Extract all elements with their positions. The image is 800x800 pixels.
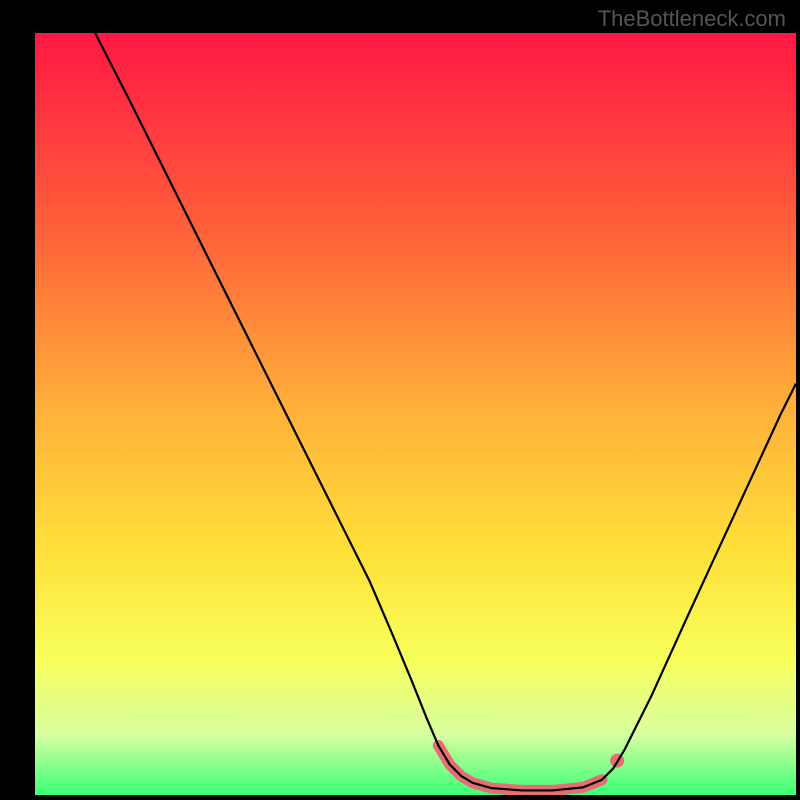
watermark-text: TheBottleneck.com — [598, 6, 786, 32]
pink-curve-segment — [438, 745, 602, 790]
black-curve — [95, 33, 796, 790]
chart-curves — [35, 33, 796, 795]
chart-plot-area — [35, 33, 796, 795]
